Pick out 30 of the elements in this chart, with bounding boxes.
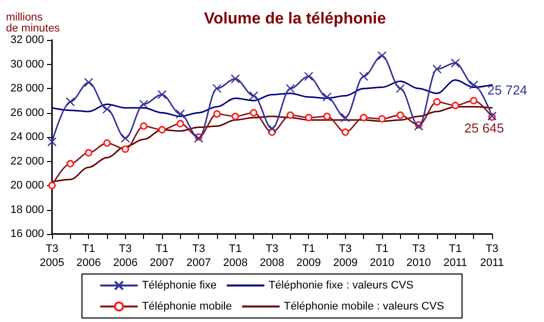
x-tick-label: T3 2006: [113, 243, 138, 269]
y-tick-label: 26 000: [10, 106, 44, 119]
x-tick-label: T1 2008: [223, 243, 248, 269]
x-tick-label: T3 2008: [260, 243, 284, 269]
legend-label: Téléphonie fixe : valeurs CVS: [268, 280, 414, 292]
chart-title: Volume de la téléphonie: [204, 10, 386, 28]
data-label: 25 724: [487, 82, 528, 98]
y-tick-label: 16 000: [10, 228, 44, 240]
legend-label: Téléphonie fixe: [142, 280, 217, 292]
x-tick-label: T1 2010: [370, 243, 394, 269]
legend-label: Téléphonie mobile : valeurs CVS: [284, 300, 444, 312]
x-tick-label: T1 2011: [444, 243, 468, 269]
x-tick-label: T3 2010: [406, 243, 431, 269]
y-tick-label: 28 000: [10, 82, 44, 94]
x-tick-label: T3 2005: [40, 243, 64, 269]
y-tick-label: 18 000: [10, 204, 44, 216]
x-tick-label: T1 2006: [76, 243, 101, 269]
y-tick-label: 22 000: [10, 155, 44, 168]
y-tick-label: 20 000: [10, 180, 44, 192]
y-tick-label: 30 000: [10, 58, 44, 70]
x-tick-label: T1 2009: [296, 243, 321, 269]
y-tick-label: 32 000: [10, 34, 44, 46]
data-label: 25 645: [464, 120, 504, 136]
x-tick-label: T3 2009: [333, 243, 358, 269]
x-tick-label: T3 2007: [186, 243, 211, 269]
legend-label: Téléphonie mobile: [142, 300, 232, 312]
y-axis-title: millions de minutes: [6, 12, 60, 34]
y-tick-label: 24 000: [10, 131, 44, 143]
x-tick-label: T3 2011: [480, 243, 504, 269]
x-tick-label: T1 2007: [150, 243, 174, 269]
